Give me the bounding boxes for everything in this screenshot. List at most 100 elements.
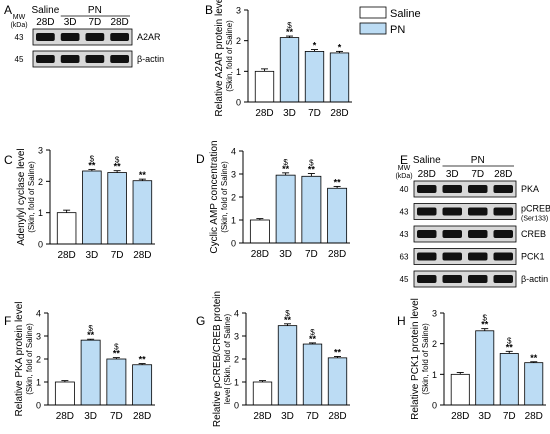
significance-marker: **: [530, 353, 538, 363]
significance-marker: **: [113, 349, 121, 359]
bar-3: [302, 343, 323, 406]
significance-marker: **: [284, 315, 292, 325]
x-tick-label: 7D: [306, 411, 319, 422]
blot-band: [417, 252, 437, 261]
x-tick-label: 7D: [110, 411, 123, 422]
legend: Saline PN: [359, 6, 421, 36]
y-axis-sublabel: level (Skin, fold of Saline): [223, 314, 232, 405]
x-tick-label: 28D: [451, 411, 469, 422]
blot-panel-a: AMW(kDa) Saline PN 28D 3D 7D 28D 43 A2AR 45 β-acti…: [4, 3, 164, 68]
blot-band: [493, 252, 513, 261]
y-tick-label: 3: [234, 332, 239, 342]
panel-letter-g: G: [196, 314, 205, 328]
significance-marker: **: [334, 177, 342, 187]
x-tick-label: 3D: [478, 411, 491, 422]
significance-marker: *: [313, 41, 317, 51]
y-tick-label: 0: [234, 401, 239, 411]
blot-band: [110, 33, 129, 41]
blot-strip: [32, 50, 133, 68]
mw-unit: (kDa): [395, 173, 412, 180]
x-tick-label: 28D: [525, 411, 543, 422]
bar-4: [327, 187, 348, 244]
dollar-marker: $: [115, 156, 120, 165]
x-tick-label: 3D: [84, 411, 97, 422]
chart-panel-f: F 0 1 2 3 4 Relative PKA protein level (Skin, f…: [4, 301, 155, 422]
bar-2: [80, 339, 101, 406]
mw-value: 43: [400, 230, 409, 239]
blot-band: [493, 275, 513, 283]
blot-band: [85, 33, 105, 41]
y-tick-label: 4: [36, 309, 41, 319]
x-tick-label: 28D: [328, 411, 346, 422]
x-tick-label: 28D: [330, 108, 348, 119]
protein-label: A2AR: [137, 32, 161, 42]
blot-band: [442, 185, 462, 193]
group-label-pn: PN: [88, 5, 102, 16]
bar-4: [329, 52, 350, 103]
y-tick-label: 0: [231, 239, 236, 249]
chart-panel-h: H 0 1 2 3 Relative PCK1 protein level (Skin, f…: [397, 298, 546, 422]
bar-3: [107, 172, 127, 245]
y-axis-label: Relative A2AR protein level: [214, 0, 225, 117]
panel-letter-h: H: [397, 314, 406, 328]
y-tick-label: 1: [432, 370, 437, 380]
bar-4: [327, 357, 348, 406]
x-tick-label: 28D: [57, 250, 75, 261]
y-tick-label: 2: [432, 339, 437, 349]
x-tick-label: 7D: [111, 250, 124, 261]
y-tick-label: 0: [38, 240, 43, 250]
y-axis-sublabel: (Skin, fold of Saline): [421, 323, 430, 395]
dollar-marker: $: [88, 324, 93, 333]
blot-band: [493, 230, 513, 238]
lane-label: 3D: [64, 17, 77, 28]
blot-band: [442, 230, 462, 238]
y-tick-label: 1: [38, 208, 43, 218]
group-label-pn: PN: [471, 155, 485, 166]
y-tick-label: 4: [234, 309, 239, 319]
bar-2: [475, 330, 495, 406]
panel-letter-e: E: [400, 153, 408, 167]
blot-band: [417, 185, 437, 193]
dollar-marker: $: [90, 154, 95, 163]
bar-1: [54, 381, 75, 406]
blot-strip: [413, 203, 517, 220]
significance-marker: *: [338, 42, 342, 52]
bar-1: [450, 373, 470, 406]
y-tick-label: 4: [231, 147, 236, 157]
significance-marker: **: [308, 165, 316, 175]
significance-marker: **: [87, 330, 95, 340]
y-tick-label: 1: [236, 67, 241, 77]
y-tick-label: 1: [231, 216, 236, 226]
blot-strip: [413, 180, 517, 198]
x-tick-label: 3D: [85, 250, 98, 261]
y-tick-label: 0: [432, 401, 437, 411]
bar-2: [279, 37, 300, 103]
y-tick-label: 2: [234, 355, 239, 365]
x-tick-label: 28D: [133, 250, 151, 261]
mw-value: 43: [15, 33, 24, 42]
dollar-marker: $: [483, 314, 488, 323]
y-tick-label: 3: [432, 309, 437, 319]
y-axis-sublabel: (Skin, fold of Saline): [220, 161, 229, 233]
panel-letter-b: B: [205, 3, 213, 17]
lane-label: 28D: [418, 169, 436, 180]
mw-header: MW: [398, 165, 411, 172]
blot-strip: [32, 28, 133, 46]
y-axis-sublabel: (Skin, fold of Saline): [27, 161, 36, 233]
blot-band: [110, 55, 129, 63]
protein-sublabel: (Ser133): [521, 216, 548, 223]
mw-value: 45: [15, 55, 24, 64]
y-axis-label: Adenylyl cyclase level: [16, 148, 27, 245]
blot-panel-e: EMW(kDa)Saline PN 28D 3D 7D 28D 40 PKA 43 pCREB (S…: [395, 153, 550, 288]
blot-band: [442, 252, 462, 261]
y-axis-label: Cyclic AMP concentration: [209, 140, 220, 253]
dollar-marker: $: [507, 336, 512, 345]
blot-band: [468, 185, 488, 193]
blot-band: [36, 55, 55, 63]
y-tick-label: 3: [236, 6, 241, 16]
bar-2: [275, 174, 296, 244]
x-tick-label: 3D: [279, 249, 292, 260]
y-tick-label: 2: [231, 193, 236, 203]
chart-panel-g: G 0 1 2 3 4 Relative pCREB/CREB protein level (…: [196, 291, 350, 427]
